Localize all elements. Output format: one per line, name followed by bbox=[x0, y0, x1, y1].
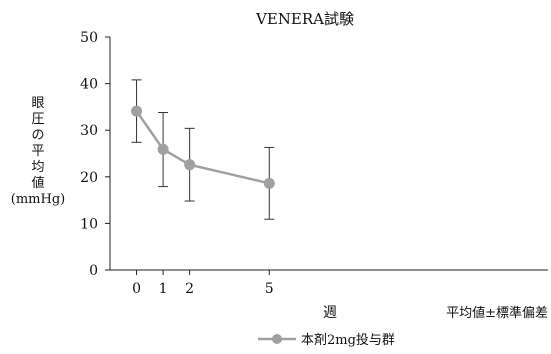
x-axis-label: 週 bbox=[323, 305, 337, 321]
series-layer bbox=[131, 79, 275, 220]
x-ticks: 0 1 2 5 bbox=[132, 270, 274, 297]
data-point bbox=[263, 177, 275, 189]
y-label-line: 眼 bbox=[31, 96, 44, 111]
data-point bbox=[131, 105, 143, 117]
data-point bbox=[184, 159, 196, 171]
y-tick-label: 30 bbox=[80, 123, 98, 139]
y-label-line: (mmHg) bbox=[11, 192, 65, 207]
legend-label: 本剤2mg投与群 bbox=[301, 332, 395, 348]
stat-note: 平均値±標準偏差 bbox=[446, 305, 548, 321]
x-tick-label: 5 bbox=[265, 281, 274, 297]
x-tick-label: 1 bbox=[159, 281, 168, 297]
legend: 本剤2mg投与群 bbox=[258, 332, 395, 348]
x-tick-label: 2 bbox=[185, 281, 194, 297]
y-label-line: 値 bbox=[31, 175, 44, 191]
y-tick-label: 50 bbox=[80, 30, 98, 46]
chart-title: VENERA試験 bbox=[255, 10, 354, 28]
y-tick-label: 20 bbox=[80, 170, 98, 186]
y-label-line: 平 bbox=[31, 144, 44, 159]
y-ticks: 0 10 20 30 40 50 bbox=[80, 30, 110, 279]
y-tick-label: 0 bbox=[89, 263, 98, 279]
series-line bbox=[135, 110, 270, 185]
y-tick-label: 40 bbox=[80, 77, 98, 93]
x-tick-label: 0 bbox=[132, 281, 141, 297]
data-point bbox=[157, 143, 169, 155]
y-label-line: の bbox=[31, 128, 44, 143]
legend-marker bbox=[272, 334, 282, 344]
y-tick-label: 10 bbox=[80, 216, 98, 232]
y-label-line: 均 bbox=[31, 160, 44, 175]
y-label-line: 圧 bbox=[31, 112, 44, 127]
